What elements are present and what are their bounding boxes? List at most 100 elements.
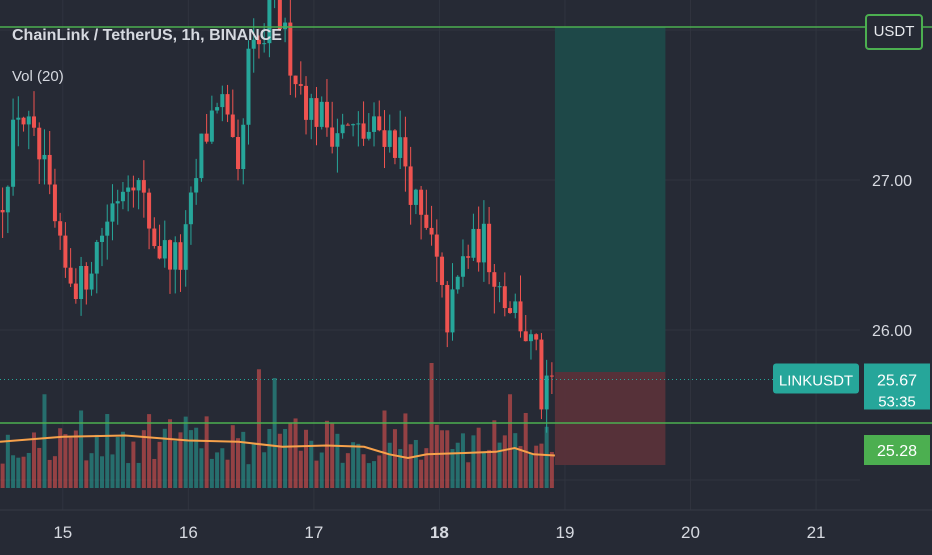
trade-zones: [554, 27, 666, 465]
volume-bar: [528, 453, 533, 488]
volume-bar: [120, 431, 125, 488]
volume-bar: [293, 418, 298, 488]
volume-bar: [549, 451, 554, 488]
volume-ma-line: [0, 434, 555, 460]
last-price-tag: [864, 363, 930, 410]
candle: [68, 267, 73, 284]
candle: [408, 166, 413, 205]
candle: [246, 48, 251, 125]
volume-bar: [508, 394, 513, 488]
currency-button[interactable]: USDT: [865, 14, 923, 50]
volume-bar: [173, 440, 178, 488]
volume-bar: [37, 447, 42, 488]
candle: [178, 242, 183, 270]
volume-bar: [544, 426, 549, 488]
candle: [377, 116, 382, 131]
candle: [434, 234, 439, 257]
x-tick-label: 20: [681, 523, 700, 542]
volume-bar: [450, 449, 455, 488]
volume-bar: [502, 435, 507, 488]
candle: [84, 266, 89, 290]
candle: [131, 187, 136, 191]
volume-bar: [157, 441, 162, 488]
candle: [16, 117, 21, 120]
volume-bar: [126, 463, 131, 488]
candle: [508, 308, 513, 313]
candle: [445, 284, 450, 333]
candle: [398, 137, 403, 158]
candle: [162, 240, 167, 259]
volume-bar: [58, 428, 63, 488]
volume-bar: [251, 443, 256, 488]
volume-bar: [539, 443, 544, 488]
candle: [42, 154, 47, 160]
volume-bar: [408, 444, 413, 488]
volume-bar: [455, 442, 460, 488]
last-price-label: 25.67: [877, 373, 917, 390]
candle: [429, 227, 434, 235]
candle: [361, 123, 366, 139]
volume-bar: [398, 449, 403, 488]
candle: [105, 221, 110, 236]
y-tick-label: 26.00: [872, 323, 912, 340]
candle: [283, 22, 288, 30]
volume-bar: [298, 450, 303, 488]
volume-bar: [487, 449, 492, 488]
volume-bar: [94, 434, 99, 488]
volume-bar: [377, 455, 382, 488]
x-tick-label: 16: [179, 523, 198, 542]
volume-bar: [188, 430, 193, 488]
candle: [392, 130, 397, 158]
volume-bar: [16, 457, 21, 488]
volume-bar: [335, 433, 340, 488]
candle: [199, 133, 204, 179]
volume-bar: [162, 428, 167, 488]
candle: [293, 75, 298, 85]
candles: [0, 0, 554, 433]
candle: [152, 228, 157, 247]
volume-bar: [230, 425, 235, 488]
candle: [534, 334, 539, 340]
volume-bar: [220, 448, 225, 488]
volume-bar: [356, 443, 361, 488]
candle: [32, 116, 37, 128]
volume-bar: [324, 420, 329, 488]
volume-bar: [147, 414, 152, 488]
volume-bar: [246, 464, 251, 488]
candle: [330, 127, 335, 147]
candle: [466, 256, 471, 258]
candle: [63, 235, 68, 268]
candle: [351, 124, 356, 126]
candle: [304, 85, 309, 120]
candle: [73, 283, 78, 300]
x-tick-label: 18: [430, 523, 449, 542]
volume-bar: [215, 452, 220, 488]
candle: [460, 256, 465, 277]
volume-bar: [424, 448, 429, 488]
volume-bar: [372, 461, 377, 488]
candle: [497, 286, 502, 288]
candle: [314, 98, 319, 127]
candle: [215, 107, 220, 111]
volume-bar: [262, 452, 267, 488]
volume-bar: [513, 433, 518, 488]
volume-bar: [209, 458, 214, 488]
candle: [267, 0, 272, 44]
volume-bar: [392, 429, 397, 488]
candle: [544, 375, 549, 410]
volume-bar: [152, 458, 157, 488]
volume-bar: [5, 434, 10, 488]
candle: [476, 228, 481, 263]
candle: [230, 114, 235, 137]
volume-bar: [0, 463, 5, 488]
volume-bar: [47, 459, 52, 488]
chart-title: ChainLink / TetherUS, 1h, BINANCE: [12, 27, 282, 44]
volume-bar: [136, 462, 141, 488]
volume-label[interactable]: Vol (20): [12, 68, 64, 85]
candle: [372, 116, 377, 132]
volume-bar: [366, 463, 371, 488]
candle: [157, 246, 162, 259]
candle: [94, 241, 99, 274]
